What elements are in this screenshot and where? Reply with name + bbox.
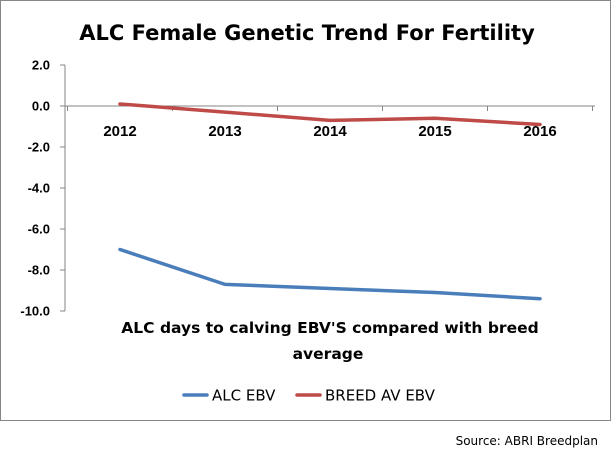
y-tick-label: -2.0 bbox=[28, 140, 50, 155]
chart-title: ALC Female Genetic Trend For Fertility bbox=[79, 21, 535, 45]
x-tick-label: 2013 bbox=[208, 123, 241, 140]
y-tick-label: -6.0 bbox=[28, 222, 50, 237]
y-tick-label: -4.0 bbox=[28, 181, 50, 196]
source-note: Source: ABRI Breedplan bbox=[456, 434, 598, 448]
x-tick-label: 2012 bbox=[103, 123, 136, 140]
y-tick-label: 0.0 bbox=[32, 99, 50, 114]
series-lines bbox=[118, 102, 542, 301]
legend-label: BREED AV EBV bbox=[325, 387, 436, 405]
x-tick-labels: 2012 2013 2014 2015 2016 bbox=[103, 123, 556, 140]
legend-label: ALC EBV bbox=[212, 387, 276, 405]
y-tick-label: 2.0 bbox=[32, 58, 50, 73]
y-tick-label: -10.0 bbox=[20, 304, 50, 319]
chart-border bbox=[0, 0, 611, 421]
x-tick-label: 2016 bbox=[523, 123, 556, 140]
annotation-line-2: average bbox=[293, 345, 364, 363]
x-tick-label: 2015 bbox=[418, 123, 451, 140]
annotation-line-1: ALC days to calving EBV'S compared with … bbox=[121, 319, 538, 337]
y-tick-labels: 2.0 0.0 -2.0 -4.0 -6.0 -8.0 -10.0 bbox=[20, 58, 50, 319]
x-tick-label: 2014 bbox=[313, 123, 347, 140]
legend: ALC EBV BREED AV EBV bbox=[182, 387, 436, 405]
y-tick-label: -8.0 bbox=[28, 263, 50, 278]
